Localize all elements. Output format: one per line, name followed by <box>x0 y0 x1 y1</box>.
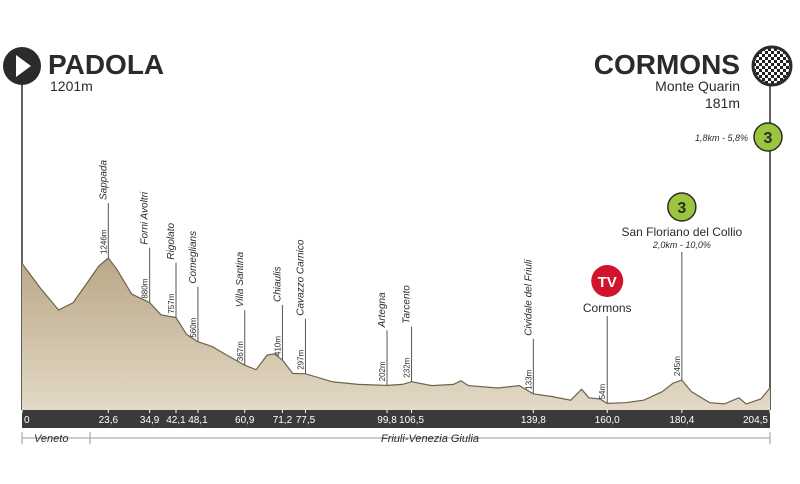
altitude-label: 202m <box>378 361 387 381</box>
finish-icon <box>751 45 793 87</box>
region-label: Friuli-Venezia Giulia <box>381 433 479 445</box>
altitude-label: 410m <box>273 336 282 356</box>
altitude-label: 757m <box>167 293 176 313</box>
finish-altitude: 181m <box>705 95 740 111</box>
start-altitude: 1201m <box>50 78 93 94</box>
x-tick-label: 0 <box>24 415 30 426</box>
climb-category: 3 <box>764 130 773 147</box>
climb-badge <box>667 192 697 222</box>
altitude-label: 245m <box>673 356 682 376</box>
x-tick-label: 139,8 <box>521 415 546 426</box>
place-name: Chiaulis <box>272 266 283 302</box>
profile-line <box>21 257 771 405</box>
x-tick-label: 180,4 <box>669 415 694 426</box>
altitude-label: 880m <box>141 278 150 298</box>
altitude-label: 297m <box>296 349 305 369</box>
x-tick-label: 160,0 <box>595 415 620 426</box>
place-name: Rigolato <box>166 223 177 260</box>
start-arrow <box>16 55 31 77</box>
climb-detail: 2,0km - 10,0% <box>652 240 711 250</box>
region-label: Veneto <box>34 433 68 445</box>
place-name: Cavazzo Carnico <box>295 239 306 316</box>
x-tick-label: 77,5 <box>296 415 316 426</box>
x-tick-label: 204,5 <box>743 415 768 426</box>
x-tick-label: 42,1 <box>166 415 186 426</box>
finish-place: Monte Quarin <box>655 78 740 94</box>
climb-name: San Floriano del Collio <box>621 225 742 239</box>
x-tick-label: 23,6 <box>99 415 119 426</box>
place-name: Artegna <box>377 292 388 328</box>
climb-detail: 1,8km - 5,8% <box>695 133 748 143</box>
x-tick-label: 106,5 <box>399 415 424 426</box>
x-tick-label: 99,8 <box>377 415 397 426</box>
x-tick-label: 71,2 <box>273 415 293 426</box>
x-tick-label: 60,9 <box>235 415 255 426</box>
km-strip <box>22 410 770 428</box>
finish-name: CORMONS <box>594 49 740 80</box>
altitude-label: 560m <box>189 317 198 337</box>
climb-badge <box>753 122 783 152</box>
altitude-label: 232m <box>403 357 412 377</box>
place-name: Forni Avoltri <box>140 191 151 245</box>
place-name: Sappada <box>98 160 109 200</box>
place-name: Cividale del Friuli <box>523 259 534 336</box>
climb-category: 3 <box>677 200 686 217</box>
place-name: Villa Santina <box>235 251 246 307</box>
altitude-label: 54m <box>598 384 607 400</box>
altitude-label: 133m <box>524 369 533 389</box>
altitude-label: 367m <box>236 341 245 361</box>
place-name: Comeglians <box>188 231 199 284</box>
place-name: Tarcento <box>402 285 413 324</box>
tv-name: Cormons <box>583 301 632 315</box>
tv-icon <box>591 265 624 297</box>
tv-symbol: TV <box>598 274 617 291</box>
x-tick-label: 48,1 <box>188 415 208 426</box>
start-name: PADOLA <box>48 49 164 80</box>
altitude-label: 1246m <box>99 229 108 254</box>
x-tick-label: 34,9 <box>140 415 160 426</box>
profile-area <box>22 258 770 410</box>
